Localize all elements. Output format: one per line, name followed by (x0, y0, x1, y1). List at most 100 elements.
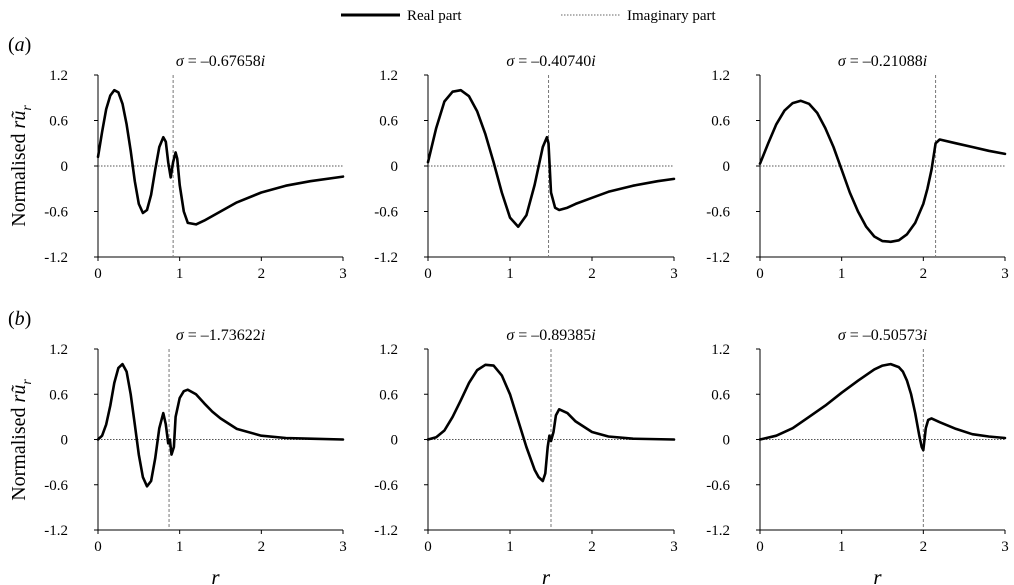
y-tick-label: 0 (391, 433, 399, 449)
real-part-line (426, 363, 676, 483)
y-tick-label: 0.6 (379, 387, 398, 403)
title-value: 0.89385 (539, 327, 591, 344)
x-tick-label: 0 (424, 266, 432, 282)
chart-title: σ = –0.89385i (506, 327, 595, 344)
title-sigma: σ (838, 327, 847, 344)
title-sigma: σ (838, 53, 847, 70)
chart-panel-3: σ = –0.21088i 1.2 0.6 0 -0.6 -1.2 0 1 2 3 (706, 53, 1009, 282)
x-tick-label: 1 (838, 266, 846, 282)
x-tick-label: 1 (838, 539, 846, 555)
x-tick-label: 2 (588, 539, 596, 555)
x-tick-label: 2 (588, 266, 596, 282)
y-tick-label: 0 (61, 159, 69, 175)
chart-title: σ = –0.67658i (176, 53, 265, 70)
y-tick-label: 1.2 (711, 342, 730, 358)
title-value: 0.67658 (209, 53, 261, 70)
legend: Real part Imaginary part (341, 8, 717, 24)
y-tick-label: -1.2 (44, 250, 68, 266)
y-tick-label: 0.6 (711, 387, 730, 403)
y-tick-label: 1.2 (49, 342, 68, 358)
real-part-line (96, 88, 345, 226)
real-part-line (96, 362, 345, 488)
y-tick-label: -0.6 (374, 205, 398, 221)
title-sigma: σ (176, 327, 185, 344)
title-eq: = – (514, 327, 540, 344)
real-part-line (758, 362, 1007, 452)
x-tick-label: 2 (258, 266, 266, 282)
x-tick-label: 3 (1001, 266, 1009, 282)
y-tick-label: 0.6 (49, 114, 68, 130)
title-imag-unit: i (923, 53, 927, 70)
y-tick-label: 1.2 (49, 68, 68, 84)
title-eq: = – (184, 327, 210, 344)
y-tick-label: 0 (61, 433, 69, 449)
chart-panel-5: σ = –0.89385i 1.2 0.6 0 -0.6 -1.2 0 1 2 3 r (374, 327, 678, 585)
x-tick-label: 2 (920, 266, 928, 282)
title-value: 0.21088 (871, 53, 923, 70)
y-tick-label: 1.2 (711, 68, 730, 84)
x-tick-label: 1 (176, 539, 184, 555)
y-tick-label: -0.6 (706, 205, 730, 221)
chart-panel-4: σ = –1.73622i 1.2 0.6 0 -0.6 -1.2 0 1 2 3 r (44, 327, 347, 585)
y-tick-label: -0.6 (44, 205, 68, 221)
title-eq: = – (184, 53, 210, 70)
x-axis-label: r (211, 565, 220, 585)
y-tick-label: -0.6 (44, 478, 68, 494)
title-value: 0.40740 (539, 53, 591, 70)
y-tick-label: -1.2 (706, 250, 730, 266)
y-tick-label: 0 (391, 159, 399, 175)
y-tick-label: 0 (723, 433, 731, 449)
title-eq: = – (514, 53, 540, 70)
y-tick-label: 0.6 (711, 114, 730, 130)
chart-title: σ = –0.21088i (838, 53, 927, 70)
legend-imag-label: Imaginary part (627, 8, 717, 24)
y-tick-label: -0.6 (706, 478, 730, 494)
y-tick-label: 1.2 (379, 342, 398, 358)
x-tick-label: 2 (920, 539, 928, 555)
y-tick-label: 0.6 (379, 114, 398, 130)
chart-panel-2: σ = –0.40740i 1.2 0.6 0 -0.6 -1.2 0 1 2 3 (374, 53, 678, 282)
chart-panel-6: σ = –0.50573i 1.2 0.6 0 -0.6 -1.2 0 1 2 3 r (706, 327, 1009, 585)
title-eq: = – (846, 327, 872, 344)
x-tick-label: 0 (424, 539, 432, 555)
y-tick-label: 0.6 (49, 387, 68, 403)
x-tick-label: 3 (670, 539, 678, 555)
chart-panel-1: σ = –0.67658i 1.2 0.6 0 -0.6 -1.2 0 1 2 3 (44, 53, 347, 282)
row-label-a: (a) (8, 34, 31, 56)
x-tick-label: 1 (176, 266, 184, 282)
x-tick-label: 3 (339, 539, 347, 555)
x-tick-label: 3 (339, 266, 347, 282)
y-axis-label-a: Normalised rũr (8, 105, 35, 227)
x-tick-label: 1 (506, 539, 514, 555)
row-label-b: (b) (8, 308, 31, 330)
y-axis-label-b: Normalised rũr (8, 379, 35, 501)
y-tick-label: -1.2 (374, 523, 398, 539)
title-value: 1.73622 (209, 327, 261, 344)
y-tick-label: 1.2 (379, 68, 398, 84)
title-sigma: σ (176, 53, 185, 70)
x-tick-label: 0 (756, 539, 764, 555)
x-tick-label: 0 (756, 266, 764, 282)
x-tick-label: 0 (94, 539, 102, 555)
title-imag-unit: i (923, 327, 927, 344)
legend-real-label: Real part (407, 8, 462, 24)
chart-title: σ = –0.40740i (506, 53, 595, 70)
x-tick-label: 2 (258, 539, 266, 555)
x-tick-label: 1 (506, 266, 514, 282)
chart-title: σ = –1.73622i (176, 327, 265, 344)
y-tick-label: -1.2 (44, 523, 68, 539)
title-eq: = – (846, 53, 872, 70)
x-tick-label: 3 (670, 266, 678, 282)
real-part-line (426, 88, 676, 228)
title-imag-unit: i (591, 327, 595, 344)
title-imag-unit: i (261, 327, 265, 344)
x-tick-label: 3 (1001, 539, 1009, 555)
y-tick-label: -0.6 (374, 478, 398, 494)
y-tick-label: -1.2 (706, 523, 730, 539)
title-value: 0.50573 (871, 327, 923, 344)
title-imag-unit: i (591, 53, 595, 70)
chart-title: σ = –0.50573i (838, 327, 927, 344)
real-part-line (758, 99, 1007, 244)
title-imag-unit: i (261, 53, 265, 70)
